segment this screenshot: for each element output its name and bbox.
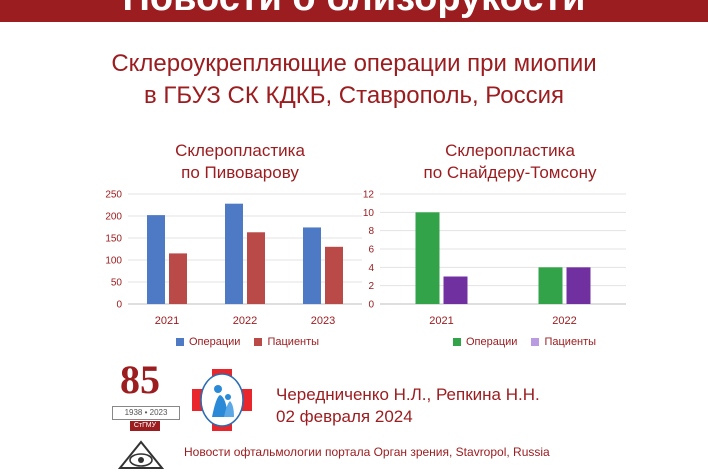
bar-2021-series-1: [169, 253, 187, 304]
legend-label: Пациенты: [267, 336, 320, 348]
bar-2021-series-0: [147, 215, 165, 304]
y-tick-label: 150: [105, 234, 122, 245]
legend-right-item-operations: Операции: [453, 336, 517, 348]
chart-title-right: Склеропластика по Снайдеру-Томсону: [370, 140, 650, 184]
chart-snyder-thomson: 0 2 4 6 8 10 12 2021 2022: [363, 190, 626, 327]
y-tick-label: 0: [368, 300, 374, 311]
y-tick-label: 4: [368, 263, 374, 274]
x-tick-label: 2021: [429, 315, 453, 327]
bar-2023-series-1: [325, 246, 343, 304]
legend-label: Пациенты: [544, 336, 597, 348]
bar-2023-series-0: [303, 227, 321, 304]
y-tick-label: 12: [363, 190, 375, 201]
y-tick-label: 50: [111, 278, 123, 289]
banner-title: Новости о близорукости: [0, 0, 708, 18]
chart-title-right-line2: по Снайдеру-Томсону: [423, 163, 597, 182]
x-tick-label: 2022: [552, 315, 576, 327]
legend-swatch: [254, 338, 263, 346]
y-tick-label: 0: [116, 300, 122, 311]
chart-title-left-line2: по Пивоварову: [181, 163, 299, 182]
legend-left: Операции Пациенты: [176, 336, 319, 348]
footer-source: Новости офтальмологии портала Орган зрен…: [184, 445, 550, 459]
bar-2021-series-0: [415, 212, 440, 304]
bar-2022-series-1: [566, 267, 591, 304]
bar-2022-series-0: [538, 267, 563, 304]
legend-swatch: [176, 338, 184, 346]
bar-2022-series-0: [225, 203, 243, 304]
hospital-cross-logo: [192, 369, 252, 431]
y-tick-label: 250: [105, 190, 122, 201]
y-tick-label: 10: [363, 208, 375, 219]
chart-title-left: Склеропластика по Пивоварову: [100, 140, 380, 184]
bar-2022-series-1: [247, 232, 265, 304]
bar-2021-series-1: [443, 276, 468, 304]
x-tick-label: 2023: [311, 315, 335, 327]
chart-title-right-line1: Склеропластика: [445, 141, 575, 160]
university-badge: СтГМУ: [130, 421, 160, 431]
chart-pivovarov: 0 50 100 150 200 250 2021 2022 2023: [105, 190, 362, 327]
legend-right: Операции Пациенты: [453, 336, 596, 348]
x-tick-label: 2021: [155, 315, 179, 327]
y-tick-label: 100: [105, 256, 122, 267]
chart-title-left-line1: Склеропластика: [175, 141, 305, 160]
y-tick-label: 8: [368, 226, 374, 237]
authors-names: Чередниченко Н.Л., Репкина Н.Н.: [276, 385, 540, 404]
legend-swatch: [531, 338, 540, 346]
y-tick-label: 2: [368, 281, 374, 292]
anniversary-logo: 85 1938 • 2023 СтГМУ: [112, 357, 180, 432]
anniversary-number: 85: [120, 357, 160, 402]
x-tick-label: 2022: [233, 315, 257, 327]
top-banner: Новости о близорукости: [0, 0, 708, 22]
authors-block: Чередниченко Н.Л., Репкина Н.Н. 02 февра…: [276, 384, 540, 428]
legend-left-item-operations: Операции: [176, 336, 240, 348]
y-tick-label: 200: [105, 212, 122, 223]
legend-swatch: [453, 338, 461, 346]
anniversary-years: 1938 • 2023: [112, 406, 180, 420]
page-title-line2: в ГБУЗ СК КДКБ, Ставрополь, Россия: [144, 82, 564, 109]
legend-label: Операции: [466, 336, 518, 348]
legend-right-item-patients: Пациенты: [531, 336, 596, 348]
page-title: Склероукрепляющие операции при миопии в …: [0, 48, 708, 112]
legend-left-item-patients: Пациенты: [254, 336, 319, 348]
legend-label: Операции: [189, 336, 241, 348]
y-tick-label: 6: [368, 245, 374, 256]
authors-date: 02 февраля 2024: [276, 407, 413, 426]
eye-logo-icon: [118, 440, 164, 469]
page-title-line1: Склероукрепляющие операции при миопии: [111, 50, 597, 77]
